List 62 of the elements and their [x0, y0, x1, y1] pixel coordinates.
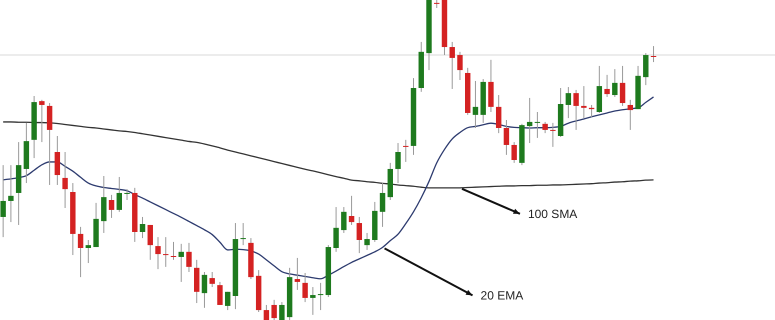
- candlestick: [348, 195, 354, 226]
- candlestick: [380, 182, 386, 228]
- candlestick: [116, 176, 122, 212]
- candlestick: [170, 241, 176, 260]
- candlestick: [202, 272, 208, 308]
- candlestick: [140, 216, 146, 239]
- series-label: 100 SMA: [528, 206, 578, 221]
- candlestick: [271, 299, 277, 320]
- candlestick: [54, 136, 60, 186]
- candlestick: [318, 282, 324, 311]
- candlestick: [86, 240, 92, 264]
- candlestick: [504, 120, 510, 156]
- candlestick: [124, 188, 130, 200]
- candlestick: [395, 142, 401, 184]
- candlestick: [224, 291, 230, 311]
- candlestick: [78, 226, 84, 278]
- candlestick: [496, 94, 502, 134]
- candlestick: [457, 51, 463, 80]
- candlestick: [403, 139, 408, 162]
- candlestick: [643, 52, 648, 86]
- text: 20 EMA: [480, 288, 524, 302]
- candlestick: [39, 99, 45, 143]
- candlestick: [450, 41, 455, 90]
- candlestick: [209, 272, 215, 288]
- candlestick: [612, 68, 618, 98]
- candlestick: [550, 122, 556, 148]
- candlestick: [186, 242, 192, 272]
- candlestick: [101, 176, 107, 234]
- candlestick: [581, 86, 587, 119]
- candlestick: [526, 97, 532, 144]
- candlestick: [178, 243, 184, 282]
- candlestick: [573, 89, 579, 130]
- candlestick: [356, 216, 362, 254]
- candlestick: [310, 286, 316, 316]
- candlestick: [279, 302, 285, 320]
- candlestick: [628, 99, 634, 130]
- candlestick: [62, 152, 68, 208]
- candlestick: [542, 121, 548, 134]
- candlestick: [302, 272, 308, 303]
- candlestick: [333, 206, 339, 252]
- candlestick: [472, 80, 478, 128]
- candlestick: [194, 259, 200, 304]
- candlestick: [108, 194, 114, 218]
- candlestick: [240, 222, 246, 246]
- candlestick: [0, 164, 6, 238]
- candlestick: [217, 281, 223, 306]
- candlestick: [155, 236, 161, 270]
- candlestick: [8, 164, 14, 223]
- candlestick: [163, 236, 168, 268]
- candlestick: [604, 74, 610, 98]
- candlestick: [511, 142, 517, 164]
- candlestick: [434, 0, 440, 8]
- candlestick: [341, 206, 347, 234]
- candlestick: [534, 112, 540, 138]
- candlestick: [264, 304, 270, 320]
- candlestick: [148, 224, 153, 260]
- candlestick: [46, 102, 52, 186]
- candlestick: [566, 86, 572, 119]
- candlestick: [294, 257, 300, 290]
- candlestick: [364, 232, 370, 250]
- candlestick: [620, 65, 626, 106]
- candlestick: [650, 46, 656, 63]
